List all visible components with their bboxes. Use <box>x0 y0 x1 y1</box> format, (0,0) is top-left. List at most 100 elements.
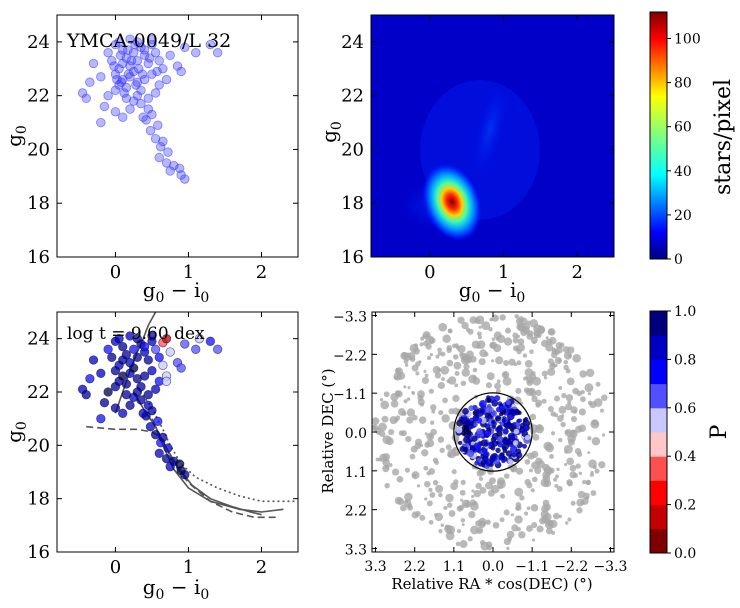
star-point <box>136 99 146 109</box>
member-star-point <box>165 347 175 357</box>
x-tick-label: 3.3 <box>364 559 386 575</box>
star-point <box>128 96 139 106</box>
member-star-point <box>138 408 148 418</box>
y-tick-label: 24 <box>341 32 364 53</box>
field-star <box>384 482 390 489</box>
field-star <box>574 447 582 455</box>
field-star <box>424 441 431 448</box>
star-point <box>138 112 148 122</box>
member-star-point <box>85 374 95 384</box>
field-star <box>384 464 390 470</box>
field-star <box>388 463 393 467</box>
star-point <box>143 93 153 104</box>
field-star <box>499 517 505 523</box>
panel-c-isochrone-fit: 0 1 2 16 18 20 22 24 log t = 9.60 dex g0 − i0 g… <box>2 311 299 603</box>
field-star <box>516 322 525 331</box>
colorbar-segment <box>650 504 667 530</box>
y-tick-label: 3.3 <box>345 542 367 558</box>
star-point <box>165 50 175 61</box>
field-star <box>581 479 587 485</box>
x-tick-label: 1 <box>183 557 194 578</box>
colorbar-probability-label: P <box>707 424 732 439</box>
panel-b-heatmap: 0 1 2 16 18 20 22 24 g0 − i0 g0 <box>317 14 615 306</box>
panel-b-ticks: 0 1 2 16 18 20 22 24 <box>341 15 614 283</box>
field-star <box>424 497 428 501</box>
member-star <box>515 421 521 427</box>
field-star <box>561 392 567 399</box>
x-tick-label: 0 <box>110 262 121 283</box>
field-star <box>512 345 520 352</box>
field-star <box>556 485 563 492</box>
field-star <box>524 478 531 486</box>
field-star <box>539 517 547 525</box>
field-star <box>436 367 442 373</box>
field-star <box>478 358 486 366</box>
y-tick-label: 22 <box>341 86 364 107</box>
field-star <box>556 467 560 472</box>
field-star <box>511 469 515 473</box>
field-star <box>545 527 553 535</box>
colorbar-tick-label: 20 <box>674 208 692 224</box>
member-star-point <box>118 408 128 418</box>
field-star <box>428 337 436 344</box>
member-star-point <box>81 390 91 400</box>
field-star <box>543 376 548 380</box>
heatmap-peak <box>422 163 482 241</box>
star-point <box>150 133 161 144</box>
field-star <box>567 438 575 446</box>
field-star <box>428 519 434 525</box>
member-star-point <box>99 398 110 408</box>
field-star <box>545 336 549 340</box>
field-star <box>488 477 496 485</box>
colorbar-tick-label: 80 <box>674 76 692 92</box>
field-star <box>474 317 481 324</box>
field-star <box>441 414 450 423</box>
field-star <box>555 474 559 479</box>
field-star <box>439 447 445 454</box>
star-point <box>123 45 133 55</box>
star-point <box>107 56 117 66</box>
field-star <box>378 457 382 462</box>
member-star-point <box>161 376 172 386</box>
field-star <box>535 399 543 407</box>
member-star <box>498 405 506 412</box>
field-star <box>486 372 495 381</box>
field-star <box>446 502 453 508</box>
field-star <box>446 359 454 367</box>
field-star <box>440 523 444 527</box>
member-star <box>474 460 480 466</box>
field-star <box>416 484 421 488</box>
field-star <box>442 397 448 404</box>
member-star <box>490 419 496 425</box>
x-tick-label: −3.3 <box>593 559 627 575</box>
y-tick-label: 24 <box>27 329 50 350</box>
field-star <box>530 488 535 493</box>
cluster-radius-circle <box>453 392 533 472</box>
field-star <box>529 413 537 421</box>
member-star-point <box>88 355 99 365</box>
field-star <box>588 459 597 469</box>
star-point <box>123 69 134 79</box>
field-star <box>467 536 473 542</box>
member-star <box>484 405 493 414</box>
field-star <box>404 363 409 367</box>
field-star <box>552 512 560 520</box>
field-star <box>375 457 380 462</box>
field-star <box>549 454 554 459</box>
field-star <box>407 352 416 361</box>
star-point <box>154 80 164 90</box>
member-star <box>473 422 478 428</box>
member-star <box>490 445 496 451</box>
field-star <box>579 370 587 378</box>
y-tick-label: 20 <box>27 139 50 160</box>
panel-a-ylabel: g0 <box>2 125 30 147</box>
field-star <box>463 363 470 370</box>
field-star <box>570 500 576 506</box>
field-star <box>558 405 567 414</box>
member-star-point <box>154 448 164 458</box>
field-star <box>529 373 537 381</box>
field-star <box>428 487 433 493</box>
field-star <box>409 453 416 460</box>
field-star <box>473 489 481 498</box>
